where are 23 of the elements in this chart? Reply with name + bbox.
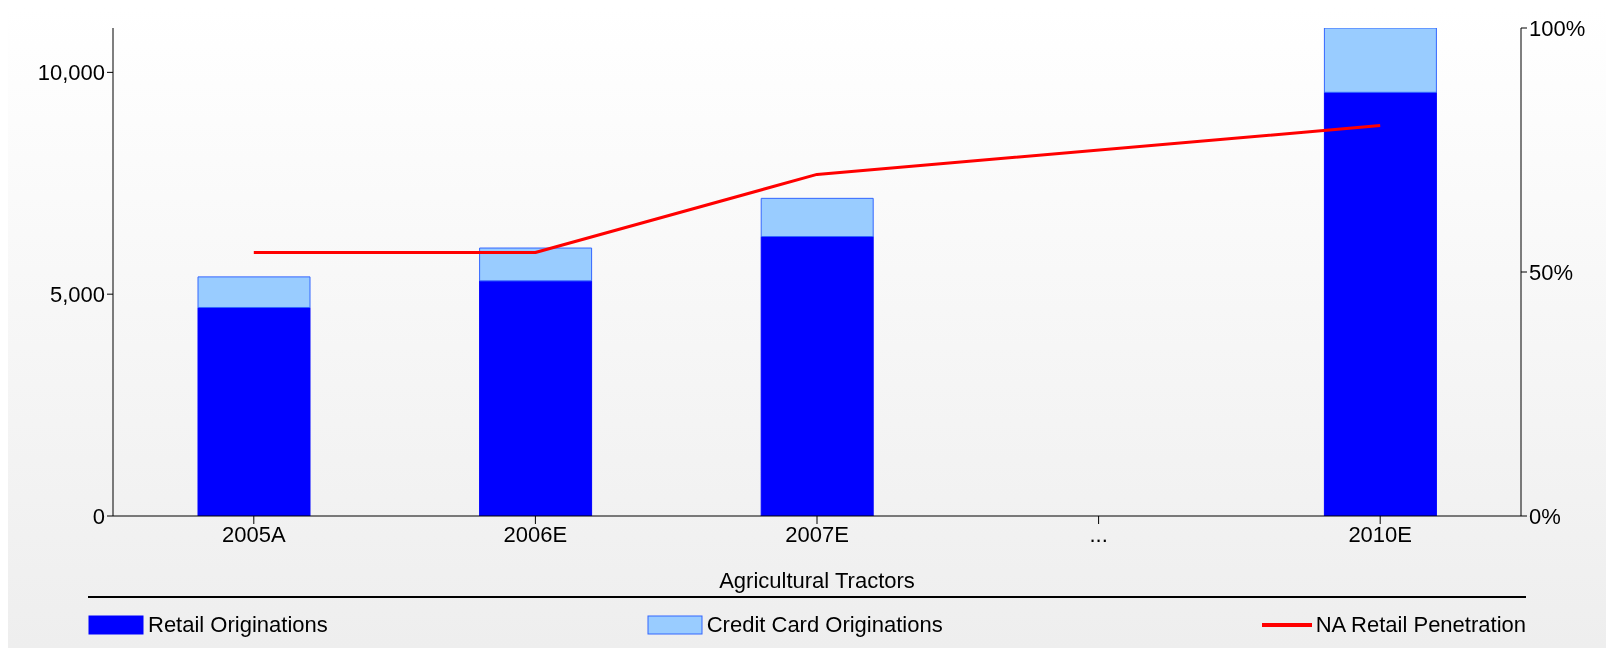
- bar: [197, 276, 311, 308]
- x-tick-label: 2005A: [221, 521, 286, 547]
- legend-label: NA Retail Penetration: [1315, 612, 1526, 638]
- bar: [760, 236, 874, 516]
- x-axis-title: Agricultural Tractors: [719, 568, 915, 593]
- legend-label: Credit Card Originations: [706, 612, 943, 638]
- bar: [479, 247, 593, 282]
- y-tick-label: 10,000: [37, 60, 105, 86]
- y2-tick-label: 0%: [1529, 503, 1561, 529]
- x-tick-label: 2006E: [503, 521, 568, 547]
- x-tick-label: ...: [1089, 521, 1108, 547]
- y-tick-label: 5,000: [49, 281, 105, 307]
- legend-label: Retail Originations: [148, 612, 328, 638]
- bar: [479, 280, 593, 516]
- bar: [1323, 91, 1437, 516]
- bar: [1323, 28, 1437, 93]
- bar: [760, 197, 874, 238]
- y-tick-label: 0: [92, 503, 105, 529]
- y2-tick-label: 100%: [1529, 15, 1586, 41]
- bar: [197, 306, 311, 516]
- y2-tick-label: 50%: [1529, 259, 1574, 285]
- x-tick-label: 2010E: [1348, 521, 1413, 547]
- x-tick-label: 2007E: [785, 521, 849, 547]
